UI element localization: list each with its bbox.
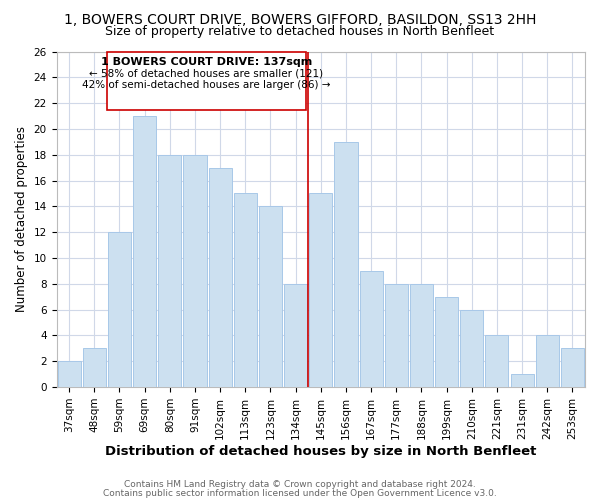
Bar — [511, 374, 533, 387]
Bar — [561, 348, 584, 387]
Bar — [284, 284, 307, 387]
Text: Size of property relative to detached houses in North Benfleet: Size of property relative to detached ho… — [106, 25, 494, 38]
Bar — [58, 362, 80, 387]
Bar — [359, 271, 383, 387]
Text: Contains public sector information licensed under the Open Government Licence v3: Contains public sector information licen… — [103, 489, 497, 498]
Bar — [233, 194, 257, 387]
Bar — [83, 348, 106, 387]
Text: 1 BOWERS COURT DRIVE: 137sqm: 1 BOWERS COURT DRIVE: 137sqm — [101, 58, 312, 68]
Bar — [334, 142, 358, 387]
Bar — [536, 336, 559, 387]
Bar — [133, 116, 156, 387]
Bar — [485, 336, 508, 387]
X-axis label: Distribution of detached houses by size in North Benfleet: Distribution of detached houses by size … — [105, 444, 536, 458]
Bar — [385, 284, 408, 387]
Bar — [209, 168, 232, 387]
Bar — [435, 296, 458, 387]
Bar — [309, 194, 332, 387]
Text: 42% of semi-detached houses are larger (86) →: 42% of semi-detached houses are larger (… — [82, 80, 331, 90]
Bar — [410, 284, 433, 387]
Bar — [184, 155, 206, 387]
Bar — [108, 232, 131, 387]
Bar — [460, 310, 484, 387]
Text: Contains HM Land Registry data © Crown copyright and database right 2024.: Contains HM Land Registry data © Crown c… — [124, 480, 476, 489]
Bar — [259, 206, 282, 387]
Y-axis label: Number of detached properties: Number of detached properties — [15, 126, 28, 312]
FancyBboxPatch shape — [107, 52, 305, 110]
Text: ← 58% of detached houses are smaller (121): ← 58% of detached houses are smaller (12… — [89, 69, 323, 79]
Text: 1, BOWERS COURT DRIVE, BOWERS GIFFORD, BASILDON, SS13 2HH: 1, BOWERS COURT DRIVE, BOWERS GIFFORD, B… — [64, 12, 536, 26]
Bar — [158, 155, 181, 387]
